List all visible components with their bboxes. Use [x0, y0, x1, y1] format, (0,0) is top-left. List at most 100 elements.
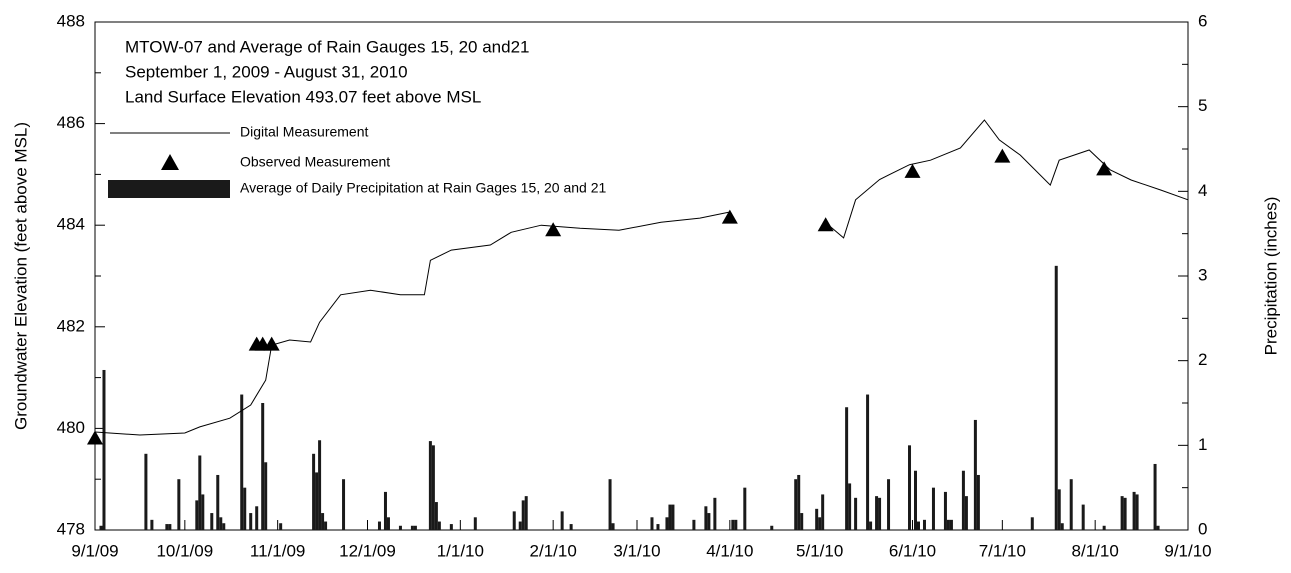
precip-bar: [279, 523, 283, 530]
precip-bar: [168, 524, 172, 530]
precip-bar: [734, 519, 738, 530]
precip-bar: [261, 403, 265, 530]
observed-marker: [721, 209, 738, 224]
observed-marker: [817, 217, 834, 232]
precip-bar: [177, 479, 181, 530]
precip-bar: [922, 519, 926, 530]
precip-bar: [650, 517, 654, 530]
precip-bar: [410, 525, 414, 530]
title-line: September 1, 2009 - August 31, 2010: [125, 62, 408, 81]
precip-bar: [264, 462, 268, 530]
observed-marker: [994, 148, 1011, 163]
y-tick-label: 488: [57, 11, 85, 30]
precip-bar: [665, 517, 669, 530]
precip-bar: [1081, 504, 1085, 530]
precip-bar: [222, 523, 226, 530]
x-tick-label: 5/1/10: [796, 541, 843, 560]
precip-bar: [848, 483, 852, 530]
observed-marker: [87, 430, 103, 445]
precip-bar: [794, 479, 798, 530]
x-tick-label: 11/1/09: [250, 541, 305, 560]
precip-bar: [973, 419, 977, 530]
x-tick-label: 12/1/09: [339, 541, 396, 560]
y-tick-label: 480: [57, 418, 85, 437]
precip-bar: [1135, 494, 1139, 530]
x-tick-label: 2/1/10: [530, 541, 577, 560]
precip-bar: [931, 487, 935, 530]
precip-bar: [560, 511, 564, 530]
precip-bar: [398, 525, 402, 530]
precip-bar: [608, 479, 612, 530]
precip-bar: [887, 479, 891, 530]
precip-bar: [195, 500, 199, 530]
observed-marker: [904, 163, 921, 178]
title-line: Land Surface Elevation 493.07 feet above…: [125, 87, 481, 106]
precip-bar: [201, 494, 205, 530]
y-tick-label: 482: [57, 316, 85, 335]
observed-marker: [1096, 161, 1113, 176]
y2-tick-label: 0: [1198, 519, 1207, 538]
precip-bar: [743, 487, 747, 530]
precip-bar: [383, 491, 387, 530]
precip-bar: [434, 502, 438, 530]
x-tick-label: 9/1/10: [1164, 541, 1211, 560]
precip-bar: [431, 445, 435, 530]
legend-label: Observed Measurement: [240, 154, 390, 170]
x-tick-label: 4/1/10: [706, 541, 753, 560]
precip-bar: [1153, 463, 1157, 530]
precip-bar: [731, 519, 735, 530]
precip-bar: [315, 472, 319, 530]
precip-bar: [943, 491, 947, 530]
legend-label: Digital Measurement: [240, 124, 368, 140]
precip-bar: [342, 479, 346, 530]
precip-bar: [704, 506, 708, 530]
precip-bar: [800, 513, 804, 530]
precip-bar: [961, 470, 965, 530]
y2-tick-label: 5: [1198, 96, 1207, 115]
precip-bar: [165, 524, 169, 530]
y-tick-label: 478: [57, 519, 85, 538]
precip-bar: [216, 474, 220, 530]
y2-tick-label: 4: [1198, 181, 1207, 200]
precip-bar: [707, 513, 711, 530]
legend-marker: [161, 154, 179, 170]
precip-bar: [668, 504, 672, 530]
y2-tick-label: 6: [1198, 11, 1207, 30]
precip-bar: [219, 517, 223, 530]
x-tick-label: 3/1/10: [613, 541, 660, 560]
precip-bar: [692, 519, 696, 530]
precip-bar: [437, 521, 441, 530]
precip-bar: [198, 455, 202, 530]
precip-bar: [102, 369, 106, 530]
precip-bar: [521, 500, 525, 530]
precip-bar: [144, 453, 148, 530]
precip-bar: [818, 517, 822, 530]
legend-label: Average of Daily Precipitation at Rain G…: [240, 180, 607, 196]
precip-bar: [524, 496, 528, 530]
precip-bar: [1030, 517, 1034, 530]
x-tick-label: 6/1/10: [889, 541, 936, 560]
y-tick-label: 486: [57, 113, 85, 132]
precip-bar: [569, 524, 573, 530]
y2-tick-label: 1: [1198, 435, 1207, 454]
precip-bar: [913, 470, 917, 530]
precip-bar: [1060, 523, 1064, 530]
y2-tick-label: 2: [1198, 350, 1207, 369]
precip-bar: [321, 513, 325, 530]
x-tick-label: 10/1/09: [156, 541, 213, 560]
precip-bar: [671, 504, 675, 530]
digital-line: [94, 119, 1189, 436]
precip-bar: [908, 445, 912, 530]
observed-marker: [263, 336, 280, 351]
precip-bar: [312, 453, 316, 530]
precip-bar: [243, 487, 247, 530]
precip-bar: [770, 525, 774, 530]
precip-bar: [976, 474, 980, 530]
precip-bar: [428, 441, 432, 530]
title-line: MTOW-07 and Average of Rain Gauges 15, 2…: [125, 37, 530, 56]
y2-tick-label: 3: [1198, 265, 1207, 284]
precip-bar: [249, 513, 253, 530]
y-axis-label: Groundwater Elevation (feet above MSL): [11, 122, 30, 430]
precip-bar: [1132, 491, 1136, 530]
